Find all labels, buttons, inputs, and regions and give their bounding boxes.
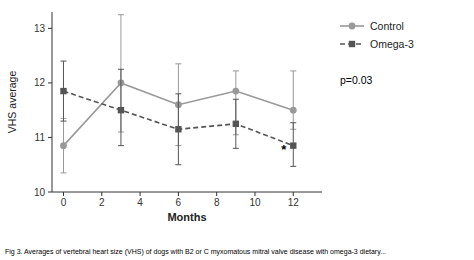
- x-tick: [178, 192, 179, 196]
- chart: 0 2 4 6 8 10 12 10 11 12 13 Months VHS average * Contr…: [0, 0, 474, 260]
- y-tick-label: 11: [35, 132, 46, 143]
- error-bar: [60, 61, 66, 121]
- background: [0, 0, 474, 260]
- x-tick: [254, 192, 255, 196]
- y-tick: [48, 192, 52, 193]
- y-tick: [48, 28, 52, 29]
- y-tick: [48, 82, 52, 83]
- error-bar: [290, 123, 296, 167]
- x-tick: [101, 192, 102, 196]
- data-point: [233, 121, 239, 127]
- caption: Fig 3. Averages of vertebral heart size …: [5, 248, 386, 256]
- data-point: [175, 126, 181, 132]
- x-tick: [216, 192, 217, 196]
- x-tick-label: 6: [176, 197, 182, 208]
- data-point: [60, 88, 66, 94]
- x-tick-label: 0: [61, 197, 67, 208]
- data-point: [118, 107, 124, 113]
- data-point: [60, 142, 67, 149]
- error-bar: [118, 69, 124, 145]
- x-tick-label: 8: [214, 197, 220, 208]
- legend-marker: [349, 23, 356, 30]
- x-axis: [52, 192, 322, 193]
- annotation: p=0.03: [340, 74, 373, 86]
- series-line: [63, 91, 293, 146]
- x-tick-label: 10: [249, 197, 261, 208]
- x-tick-label: 12: [288, 197, 300, 208]
- legend-marker: [349, 41, 355, 47]
- legend-label: Control: [370, 20, 404, 32]
- x-tick: [140, 192, 141, 196]
- x-tick-label: 4: [137, 197, 143, 208]
- plot-data: [60, 15, 297, 173]
- y-tick-label: 13: [34, 23, 46, 34]
- data-point: [290, 142, 296, 148]
- y-axis: [52, 12, 53, 192]
- x-tick: [63, 192, 64, 196]
- error-bar: [233, 99, 239, 148]
- y-tick: [48, 137, 52, 138]
- data-point: [290, 107, 297, 114]
- x-axis-label: Months: [167, 211, 206, 223]
- legend-label: Omega-3: [370, 38, 414, 50]
- error-bar: [60, 118, 66, 173]
- y-axis-label: VHS average: [6, 71, 18, 134]
- y-tick-label: 10: [34, 187, 46, 198]
- x-tick-label: 2: [99, 197, 105, 208]
- annotation: *: [281, 142, 287, 157]
- error-bar: [290, 71, 296, 129]
- data-point: [232, 88, 239, 95]
- error-bar: [175, 94, 181, 165]
- x-tick: [293, 192, 294, 196]
- y-tick-label: 12: [34, 77, 46, 88]
